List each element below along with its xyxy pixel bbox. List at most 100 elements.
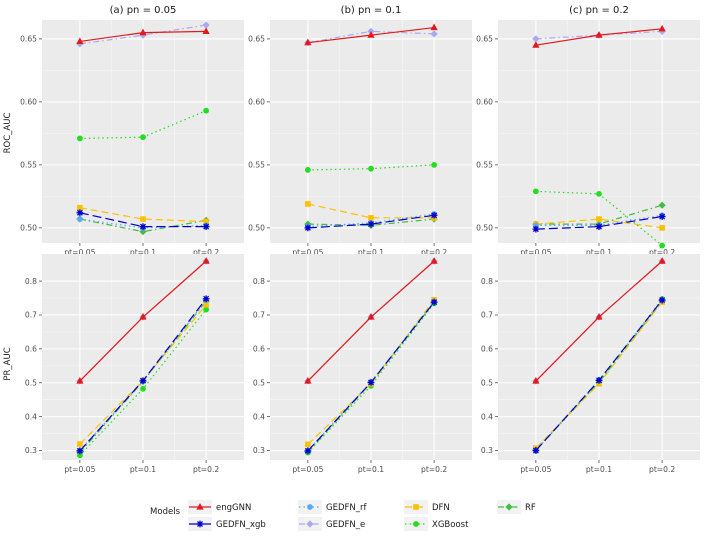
y-tick-label: 0.5 <box>481 378 493 387</box>
point-gedfn-xgb <box>430 211 438 219</box>
x-tick-label: pt=0.1 <box>586 465 612 474</box>
x-tick-label: pt=0.2 <box>649 248 675 257</box>
series-xgboost <box>532 188 666 249</box>
y-tick-label: 0.6 <box>253 345 265 354</box>
point-gedfn-rf <box>76 216 83 222</box>
point-enggnn <box>367 313 375 320</box>
y-tick-label: 0.4 <box>253 412 265 421</box>
point-gedfn-xgb <box>139 377 147 385</box>
point-enggnn <box>202 27 210 34</box>
panel-row1-b: 0.50 0.55 0.60 0.65 pt=0.05 pt=0.1 pt=0.2 <box>248 20 472 257</box>
point-gedfn-xgb <box>367 220 375 228</box>
y-tick-label: 0.6 <box>25 345 37 354</box>
y-tick-label: 0.8 <box>25 277 37 286</box>
legend-key-marker <box>505 503 513 511</box>
legend-label: DFN <box>432 503 450 513</box>
row-axis-labels: ROC_AUC PR_AUC <box>3 113 13 381</box>
legend-key-marker <box>196 520 204 528</box>
point-dfn <box>203 218 209 225</box>
series-gedfn-xgb <box>76 209 210 231</box>
legend-item-gedfn-xgb: GEDFN_xgb <box>188 517 266 531</box>
point-gedfn-xgb <box>76 209 84 217</box>
series-enggnn <box>532 24 666 48</box>
point-enggnn <box>658 24 666 32</box>
point-enggnn <box>595 313 603 320</box>
legend-label: GEDFN_rf <box>326 503 367 513</box>
y-tick-label: 0.65 <box>248 35 265 44</box>
point-gedfn-e <box>430 30 438 38</box>
roc-auc-axis-label: ROC_AUC <box>3 113 13 154</box>
series-dfn <box>77 204 209 225</box>
point-enggnn <box>76 37 84 45</box>
point-gedfn-xgb <box>202 295 210 303</box>
point-xgboost <box>368 165 374 172</box>
point-enggnn <box>430 23 438 31</box>
series-enggnn <box>304 257 438 384</box>
point-gedfn-xgb <box>595 376 603 384</box>
series-gedfn-xgb <box>304 211 438 232</box>
panel-row1-a: 0.50 0.55 0.60 0.65 pt=0.05 pt=0.1 pt=0.2 <box>20 20 244 257</box>
point-enggnn <box>430 257 438 264</box>
x-tick-label: pt=0.2 <box>193 465 219 474</box>
point-rf <box>658 201 666 209</box>
point-enggnn <box>304 377 312 384</box>
x-tick-label: pt=0.05 <box>520 248 551 257</box>
legend-key-marker <box>307 504 313 510</box>
point-dfn <box>305 201 311 207</box>
point-enggnn <box>76 377 84 384</box>
x-tick-label: pt=0.05 <box>292 248 323 257</box>
y-tick-label: 0.5 <box>25 378 37 387</box>
legend-label: XGBoost <box>432 520 469 530</box>
point-xgboost <box>659 242 666 249</box>
x-tick-label: pt=0.05 <box>520 465 551 474</box>
point-enggnn <box>202 257 210 264</box>
legend-key-marker <box>196 503 204 510</box>
y-tick-label: 0.7 <box>253 311 265 320</box>
legend-item-enggnn: engGNN <box>188 500 251 514</box>
point-dfn <box>368 215 374 221</box>
point-dfn <box>203 302 209 308</box>
point-gedfn-e <box>202 21 210 29</box>
point-gedfn-e <box>532 35 540 43</box>
legend-label: GEDFN_xgb <box>216 520 266 530</box>
point-xgboost <box>140 134 146 141</box>
series-xgboost <box>304 161 438 173</box>
series-line-gedfn-xgb <box>307 214 435 229</box>
point-xgboost <box>431 161 438 168</box>
series-line-dfn <box>307 299 435 445</box>
y-tick-label: 0.3 <box>25 446 37 455</box>
legend: Models engGNN GEDFN_rf DFN RF GEDFN_xgb GEDFN… <box>150 500 536 531</box>
panel-row1-c: 0.50 0.55 0.60 0.65 pt=0.05 pt=0.1 pt=0.2 <box>476 20 700 257</box>
y-tick-label: 0.5 <box>253 378 265 387</box>
point-dfn <box>596 216 602 222</box>
y-tick-label: 0.50 <box>476 224 493 233</box>
point-dfn <box>305 441 311 448</box>
series-line-dfn <box>535 218 663 229</box>
point-xgboost <box>140 385 146 392</box>
pr-auc-axis-label: PR_AUC <box>3 347 13 380</box>
point-gedfn-xgb <box>595 223 603 231</box>
legend-item-rf: RF <box>497 500 536 514</box>
point-xgboost <box>532 188 539 195</box>
column-title-a: (a) pn = 0.05 <box>110 5 177 16</box>
legend-label: engGNN <box>216 503 251 513</box>
point-gedfn-xgb <box>139 223 147 231</box>
y-tick-label: 0.8 <box>253 277 265 286</box>
legend-key-marker <box>413 521 419 527</box>
y-tick-label: 0.65 <box>476 35 493 44</box>
point-xgboost <box>304 167 311 173</box>
y-tick-label: 0.7 <box>25 311 37 320</box>
legend-label: RF <box>525 503 536 513</box>
series-line-rf <box>307 302 435 453</box>
x-tick-label: pt=0.2 <box>193 248 219 257</box>
point-enggnn <box>367 31 375 38</box>
x-tick-label: pt=0.2 <box>421 248 447 257</box>
y-tick-label: 0.55 <box>248 161 265 170</box>
point-gedfn-xgb <box>532 447 540 454</box>
point-gedfn-xgb <box>430 298 438 306</box>
point-gedfn-xgb <box>658 296 666 304</box>
point-enggnn <box>139 28 147 36</box>
y-tick-label: 0.65 <box>20 35 37 44</box>
x-tick-label: pt=0.05 <box>64 465 95 474</box>
